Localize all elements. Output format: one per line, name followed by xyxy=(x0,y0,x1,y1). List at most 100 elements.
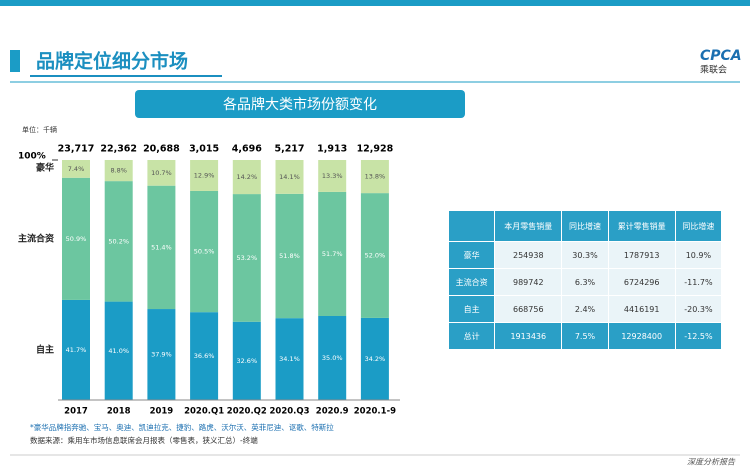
value-label: 13.8% xyxy=(365,173,386,181)
y-tick-label: 100% xyxy=(18,152,46,162)
table-cell: 989742 xyxy=(494,268,563,296)
bar-segment xyxy=(190,312,219,400)
bar-segment xyxy=(62,177,90,300)
chart-title: 各品牌大类市场份额变化 xyxy=(223,96,377,113)
value-label: 32.6% xyxy=(236,357,257,365)
bar-segment xyxy=(147,160,176,186)
table-cell: 254938 xyxy=(494,241,563,269)
bar-segment xyxy=(147,309,176,400)
page-title: 品牌定位细分市场 xyxy=(36,50,188,73)
value-label: 12.9% xyxy=(194,171,215,179)
logo-mark: CPCA xyxy=(700,48,742,64)
bar-segment xyxy=(360,160,389,194)
bar-segment xyxy=(190,160,219,191)
table-cell: 1913436 xyxy=(494,322,563,350)
value-label: 34.1% xyxy=(279,355,300,363)
series-label: 豪华 xyxy=(36,162,54,174)
total-label: 12,928 xyxy=(357,144,394,155)
value-label: 50.9% xyxy=(66,235,87,243)
bar-segment xyxy=(190,190,219,313)
value-label: 37.9% xyxy=(151,351,172,359)
value-label: 14.2% xyxy=(236,173,257,181)
x-tick-label: 2019 xyxy=(150,407,174,417)
value-label: 52.0% xyxy=(365,252,386,260)
note: 数据来源：乘用车市场信息联席会月报表（零售表，狭义汇总）-终端 xyxy=(30,435,258,445)
header-cell xyxy=(447,210,496,242)
value-label: 50.2% xyxy=(108,237,129,245)
total-label: 4,696 xyxy=(232,144,262,155)
table-cell: 4416191 xyxy=(607,295,676,323)
series-label: 主流合资 xyxy=(18,232,54,244)
bar-segment xyxy=(360,317,389,400)
value-label: 50.5% xyxy=(194,248,215,256)
table-row: 主流合资 989742 6.3% 6724296 -11.7% xyxy=(447,268,723,296)
table-cell: 总计 xyxy=(447,322,496,350)
series-label: 自主 xyxy=(36,343,54,355)
total-label: 23,717 xyxy=(58,144,95,155)
bar-segment xyxy=(104,181,133,302)
x-tick-label: 2020.Q2 xyxy=(227,407,267,417)
unit-label: 单位：千辆 xyxy=(22,125,57,134)
table-cell: 2.4% xyxy=(561,295,609,323)
value-label: 34.2% xyxy=(365,355,386,363)
total-label: 5,217 xyxy=(274,144,304,155)
bar-segment xyxy=(318,160,347,192)
table-cell: 豪华 xyxy=(447,241,496,269)
total-label: 3,015 xyxy=(189,144,219,155)
value-label: 41.7% xyxy=(66,346,87,354)
total-label: 20,688 xyxy=(143,144,180,155)
logo-name: 乘联会 xyxy=(700,64,727,76)
table-row: 总计 1913436 7.5% 12928400 -12.5% xyxy=(447,322,723,350)
table-cell: 10.9% xyxy=(674,241,723,269)
table-cell: 12928400 xyxy=(607,322,676,350)
x-tick-label: 2020.1-9 xyxy=(354,407,396,417)
table-cell: 1787913 xyxy=(607,241,676,269)
header-cell: 累计零售销量 xyxy=(607,210,676,242)
bar-segment xyxy=(104,160,133,182)
table-cell: -11.7% xyxy=(674,268,723,296)
x-tick-label: 2020.Q3 xyxy=(269,407,309,417)
bar-segment xyxy=(360,193,389,318)
table-cell: -12.5% xyxy=(674,322,723,350)
bar-segment xyxy=(62,299,90,400)
bar-segment xyxy=(275,318,304,400)
table-row: 自主 668756 2.4% 4416191 -20.3% xyxy=(447,295,723,323)
table-cell: 6.3% xyxy=(561,268,609,296)
value-label: 8.8% xyxy=(110,167,127,175)
table-cell: 30.3% xyxy=(561,241,609,269)
table-cell: 6724296 xyxy=(607,268,676,296)
value-label: 13.3% xyxy=(322,172,343,180)
x-tick-label: 2020.9 xyxy=(316,407,349,417)
header-cell: 同比增速 xyxy=(561,210,609,242)
value-label: 53.2% xyxy=(236,254,257,262)
header-cell: 本月零售销量 xyxy=(494,210,563,242)
table-cell: 自主 xyxy=(447,295,496,323)
table-cell: 7.5% xyxy=(561,322,609,350)
value-label: 36.6% xyxy=(194,352,215,360)
table-cell: 668756 xyxy=(494,295,563,323)
value-label: 7.4% xyxy=(68,165,85,173)
table-header: 本月零售销量 同比增速 累计零售销量 同比增速 xyxy=(447,210,723,242)
bar-segment xyxy=(318,191,347,316)
bar-segment xyxy=(275,160,304,194)
bar-segment xyxy=(62,160,90,178)
bar-segment xyxy=(232,194,261,322)
bar-segment xyxy=(275,193,304,319)
bar-segment xyxy=(232,160,261,195)
chart-title-box xyxy=(135,90,465,118)
bar-segment xyxy=(232,321,261,400)
table-cell: 主流合资 xyxy=(447,268,496,296)
total-label: 1,913 xyxy=(317,144,347,155)
x-tick-label: 2020.Q1 xyxy=(184,407,224,417)
bar-segment xyxy=(147,185,176,310)
value-label: 10.7% xyxy=(151,169,172,177)
table-cell: -20.3% xyxy=(674,295,723,323)
data-table: 本月零售销量 同比增速 累计零售销量 同比增速 豪华 254938 30.3% 1787913… xyxy=(447,210,723,350)
bar-segment xyxy=(104,301,133,400)
footer: 深度分析报告 xyxy=(687,458,736,467)
x-tick-label: 2018 xyxy=(107,407,131,417)
value-label: 51.8% xyxy=(279,252,300,260)
bar-segment xyxy=(318,316,347,400)
